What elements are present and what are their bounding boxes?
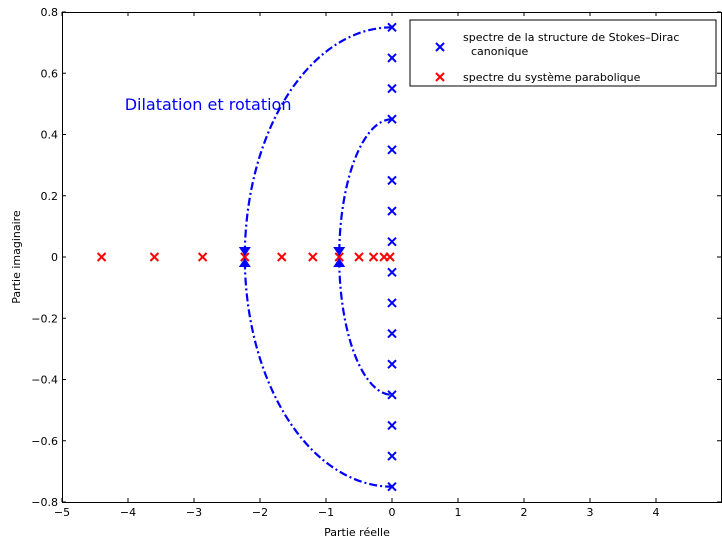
red-series-layer	[96, 252, 395, 262]
marker-stroke	[435, 42, 445, 52]
blue-point	[387, 420, 397, 431]
blue-point	[387, 206, 397, 216]
red-point	[277, 252, 287, 262]
triangle-up	[238, 258, 251, 267]
red-point	[197, 252, 208, 262]
x-tick-label: 3	[587, 506, 594, 519]
blue-point	[387, 390, 397, 400]
triangle-down	[238, 247, 251, 256]
legend-marker-blue	[435, 42, 445, 52]
marker-stroke	[387, 236, 397, 247]
blue-series-layer	[387, 22, 397, 492]
marker-stroke	[387, 328, 397, 339]
marker-stroke	[308, 252, 318, 262]
x-tick-label: −5	[54, 506, 70, 519]
ticks-layer: −5 −4 −3 −2 −1 0 1 2 3 4 −0.8 −0.6 −0.4 −0.2 0 0.2 0.4 0.…	[31, 6, 721, 519]
y-tick-label: −0.4	[31, 374, 58, 387]
legend-marker-red	[435, 72, 445, 82]
blue-point	[387, 145, 397, 155]
triangle-marker	[238, 247, 251, 267]
blue-point	[387, 175, 397, 186]
blue-point	[387, 236, 397, 247]
red-point	[308, 252, 318, 262]
y-tick-label: 0.6	[41, 67, 59, 80]
marker-stroke	[387, 206, 397, 216]
x-tick-label: −4	[120, 506, 136, 519]
marker-stroke	[149, 252, 160, 262]
x-tick-label: −1	[318, 506, 334, 519]
x-tick-label: 4	[653, 506, 660, 519]
marker-stroke	[385, 252, 395, 262]
red-point	[368, 252, 379, 262]
blue-point	[387, 22, 397, 33]
annotation-text: Dilatation et rotation	[125, 95, 292, 114]
marker-stroke	[387, 22, 397, 33]
marker-stroke	[435, 72, 445, 82]
legend-marker-stroke	[435, 42, 445, 52]
y-tick-label: −0.8	[31, 496, 58, 509]
x-axis-label: Partie réelle	[324, 526, 390, 539]
triangle-down	[333, 247, 346, 256]
blue-point	[387, 298, 397, 308]
y-tick-label: 0.8	[41, 6, 59, 19]
legend-label-red: spectre du système parabolique	[463, 71, 641, 84]
marker-stroke	[368, 252, 379, 262]
blue-point	[387, 359, 397, 369]
x-tick-label: −2	[252, 506, 268, 519]
blue-point	[387, 451, 397, 461]
y-tick-label: −0.2	[31, 312, 58, 325]
marker-stroke	[387, 145, 397, 155]
blue-point	[387, 53, 397, 63]
red-point	[240, 252, 250, 262]
y-tick-label: 0	[51, 251, 58, 264]
marker-stroke	[354, 252, 364, 262]
legend: spectre de la structure de Stokes–Dirac …	[409, 19, 717, 87]
red-point	[385, 252, 395, 262]
legend-marker-stroke	[435, 72, 445, 82]
red-point	[96, 252, 107, 262]
x-tick-label: 1	[455, 506, 462, 519]
marker-stroke	[387, 175, 397, 186]
triangle-markers-layer	[238, 247, 346, 267]
red-point	[149, 252, 160, 262]
marker-stroke	[96, 252, 107, 262]
blue-point	[387, 267, 397, 278]
blue-point	[387, 114, 397, 124]
red-point	[354, 252, 364, 262]
legend-label-blue-line2: canonique	[471, 45, 528, 58]
marker-stroke	[387, 83, 397, 94]
triangle-up	[333, 258, 346, 267]
triangle-marker	[333, 247, 346, 267]
marker-stroke	[387, 481, 397, 492]
blue-point	[387, 328, 397, 339]
y-tick-label: −0.6	[31, 435, 58, 448]
marker-stroke	[387, 390, 397, 400]
marker-stroke	[334, 252, 344, 262]
blue-point	[387, 481, 397, 492]
red-point	[334, 252, 344, 262]
x-tick-label: 2	[521, 506, 528, 519]
marker-stroke	[387, 420, 397, 431]
blue-point	[387, 83, 397, 94]
y-axis-label: Partie imaginaire	[10, 210, 23, 304]
marker-stroke	[387, 53, 397, 63]
x-tick-label: −3	[186, 506, 202, 519]
marker-stroke	[387, 267, 397, 278]
legend-label-blue: spectre de la structure de Stokes–Dirac	[463, 31, 679, 44]
arc-curve	[338, 118, 393, 396]
y-tick-label: 0.4	[41, 129, 59, 142]
y-tick-label: 0.2	[41, 190, 59, 203]
marker-stroke	[387, 114, 397, 124]
legend-box	[409, 19, 717, 87]
marker-stroke	[387, 298, 397, 308]
marker-stroke	[277, 252, 287, 262]
x-tick-label: 0	[389, 506, 396, 519]
marker-stroke	[197, 252, 208, 262]
marker-stroke	[240, 252, 250, 262]
marker-stroke	[387, 451, 397, 461]
marker-stroke	[387, 359, 397, 369]
